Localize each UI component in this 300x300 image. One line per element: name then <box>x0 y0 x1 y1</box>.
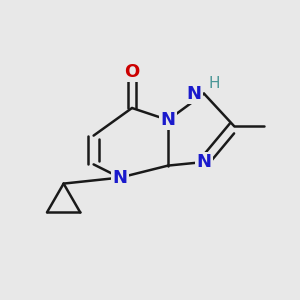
Text: N: N <box>196 153 211 171</box>
Text: N: N <box>187 85 202 103</box>
Text: H: H <box>209 76 220 92</box>
Text: N: N <box>160 111 175 129</box>
Text: O: O <box>124 63 140 81</box>
Text: N: N <box>112 169 128 187</box>
